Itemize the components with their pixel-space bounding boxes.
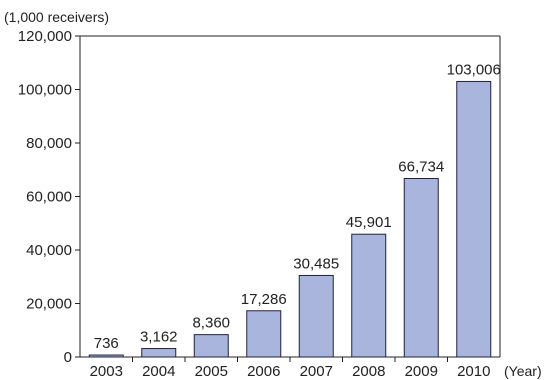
x-tick-label-2003: 2003	[90, 363, 123, 380]
bar-2006	[246, 310, 282, 358]
x-axis-unit-label: (Year)	[504, 363, 542, 379]
y-tick-label: 20,000	[26, 296, 72, 313]
x-tick-label-2007: 2007	[300, 363, 333, 380]
bar-2009	[403, 177, 439, 358]
y-tick-label: 120,000	[18, 28, 72, 45]
bar-2010	[456, 80, 492, 358]
x-tick-label-2009: 2009	[405, 363, 438, 380]
y-tick-label: 60,000	[26, 189, 72, 206]
bar-2007	[298, 274, 334, 358]
bar-2008	[351, 233, 387, 358]
bar-2005	[193, 334, 229, 358]
x-tick-label-2008: 2008	[352, 363, 385, 380]
y-tick-label: 100,000	[18, 82, 72, 99]
value-label-2008: 45,901	[346, 214, 392, 231]
x-tick-labels: 2003 2004 2005 2006 2007 2008 2009 2010	[90, 357, 490, 380]
value-label-2005: 8,360	[192, 315, 230, 332]
value-label-2006: 17,286	[241, 291, 287, 308]
value-label-2004: 3,162	[140, 329, 178, 346]
value-label-2009: 66,734	[398, 158, 444, 175]
y-axis-unit-label: (1,000 receivers)	[4, 9, 109, 25]
y-tick-label: 40,000	[26, 242, 72, 259]
value-labels: 736 3,162 8,360 17,286 30,485 45,901 66,734 103…	[94, 61, 501, 352]
bar-2004	[141, 348, 177, 358]
bars	[88, 80, 492, 358]
value-label-2007: 30,485	[293, 255, 339, 272]
value-label-2010: 103,006	[447, 61, 501, 78]
bar-2003	[88, 354, 124, 358]
y-tick-label: 80,000	[26, 135, 72, 152]
y-tick-label: 0	[64, 349, 72, 366]
x-tick-label-2005: 2005	[195, 363, 228, 380]
x-tick-label-2010: 2010	[457, 363, 490, 380]
value-label-2003: 736	[94, 335, 119, 352]
y-tick-labels: 0 20,000 40,000 60,000 80,000 100,000 120,000	[18, 28, 80, 366]
x-tick-label-2006: 2006	[247, 363, 280, 380]
x-tick-label-2004: 2004	[142, 363, 175, 380]
